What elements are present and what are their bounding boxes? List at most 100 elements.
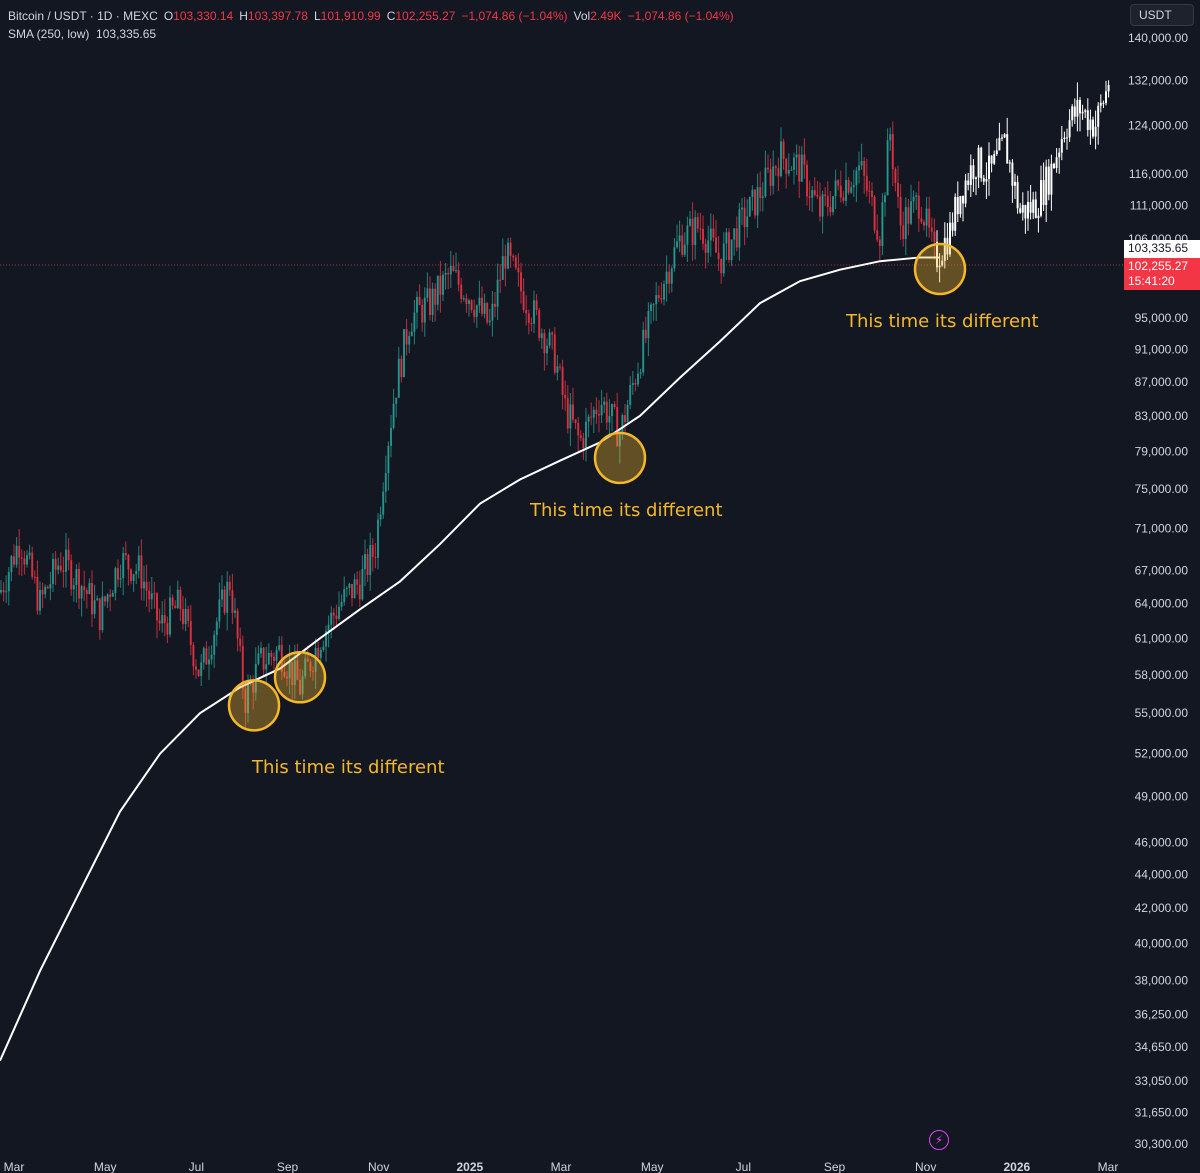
- x-tick-label: Mar: [4, 1160, 25, 1173]
- candle-body: [704, 243, 707, 253]
- candle-body: [161, 615, 164, 624]
- candle-body: [915, 195, 918, 197]
- candle-body: [777, 168, 780, 177]
- candle-body: [468, 300, 470, 304]
- candle-body: [119, 578, 122, 580]
- candle-body: [1060, 139, 1063, 153]
- candle-body: [707, 240, 710, 253]
- candle-body: [891, 134, 894, 170]
- candle-body: [418, 296, 421, 306]
- candle-body: [569, 404, 572, 429]
- candle-body: [473, 309, 476, 317]
- candle-body: [1047, 166, 1050, 195]
- candle-body: [598, 414, 600, 416]
- candle-body: [41, 589, 44, 595]
- candle-body: [405, 329, 408, 345]
- x-tick-label: 2025: [456, 1160, 483, 1173]
- annotation-circle: [913, 242, 967, 296]
- candle-body: [813, 190, 816, 195]
- candle-body: [839, 185, 842, 198]
- candle-body: [1029, 202, 1032, 213]
- y-tick-label: 46,000.00: [1135, 835, 1189, 849]
- candle-body: [676, 241, 678, 248]
- candle-body: [127, 555, 130, 570]
- candle-body: [70, 560, 73, 590]
- candle-body: [488, 320, 491, 323]
- y-tick-label: 33,050.00: [1135, 1074, 1189, 1088]
- candle-body: [886, 140, 889, 196]
- candle-body: [738, 209, 741, 248]
- indicator-row[interactable]: SMA (250, low) 103,335.65: [8, 25, 740, 43]
- candle-body: [1063, 137, 1066, 140]
- close-value: 102,255.27: [395, 9, 456, 23]
- candle-body: [1068, 120, 1071, 138]
- candle-body: [782, 141, 785, 159]
- low-label: L: [313, 9, 321, 23]
- candle-body: [780, 141, 782, 177]
- candle-body: [117, 568, 119, 580]
- low-value: 101,910.99: [320, 9, 381, 23]
- x-tick-label: Sep: [277, 1160, 299, 1173]
- candle-body: [683, 244, 686, 255]
- candle-body: [774, 166, 777, 169]
- candle-body: [156, 593, 158, 621]
- candle-body: [629, 385, 632, 405]
- candle-body: [46, 586, 49, 589]
- candle-body: [1053, 163, 1055, 169]
- candle-body: [1037, 215, 1040, 219]
- candle-body: [132, 574, 135, 581]
- candle-body: [1008, 162, 1011, 164]
- candle-body: [509, 242, 512, 256]
- y-tick-label: 91,000.00: [1135, 342, 1189, 356]
- candle-body: [1045, 166, 1048, 206]
- candle-body: [949, 222, 951, 255]
- candle-body: [236, 610, 239, 639]
- annotation-circle: [227, 679, 281, 732]
- candle-body: [340, 602, 343, 607]
- candle-body: [423, 297, 426, 323]
- candle-body: [1058, 152, 1061, 158]
- candle-body: [819, 196, 821, 217]
- candle-body: [416, 296, 418, 313]
- candle-body: [1050, 163, 1053, 195]
- y-tick-label: 40,000.00: [1135, 936, 1189, 950]
- candle-body: [647, 310, 650, 339]
- candle-body: [475, 305, 478, 317]
- candle-body: [1084, 110, 1087, 112]
- last-price-value: 102,255.27: [1128, 259, 1189, 273]
- candle-body: [826, 196, 829, 208]
- candle-body: [852, 184, 855, 188]
- candle-body: [444, 273, 447, 275]
- candle-body: [689, 218, 691, 226]
- candle-body: [556, 366, 559, 373]
- candle-body: [756, 187, 759, 216]
- x-tick-label: Nov: [368, 1160, 389, 1173]
- candle-body: [759, 187, 762, 198]
- candle-body: [717, 252, 720, 259]
- symbol-title[interactable]: Bitcoin / USDT · 1D · MEXC: [8, 9, 158, 23]
- candle-body: [392, 403, 395, 428]
- candle-body: [1081, 111, 1084, 114]
- candle-body: [533, 300, 535, 324]
- bolt-icon[interactable]: ⚡: [929, 1130, 949, 1150]
- y-tick-label: 61,000.00: [1135, 631, 1189, 645]
- candle-body: [327, 624, 330, 632]
- volume-change: −1,074.86 (−1.04%): [627, 9, 734, 23]
- candle-body: [421, 305, 424, 323]
- candle-body: [1071, 106, 1074, 121]
- y-tick-label: 95,000.00: [1135, 311, 1189, 325]
- candle-body: [761, 196, 764, 198]
- candle-body: [189, 620, 192, 646]
- candle-body: [564, 394, 567, 399]
- candle-body: [824, 194, 827, 197]
- candle-body: [106, 594, 109, 602]
- candle-body: [374, 557, 377, 559]
- candle-body: [806, 164, 808, 197]
- candle-body: [733, 228, 736, 240]
- candle-body: [975, 177, 977, 180]
- candle-body: [460, 284, 463, 299]
- currency-selector[interactable]: USDT: [1130, 4, 1194, 26]
- candle-body: [179, 589, 182, 610]
- candle-body: [936, 241, 938, 268]
